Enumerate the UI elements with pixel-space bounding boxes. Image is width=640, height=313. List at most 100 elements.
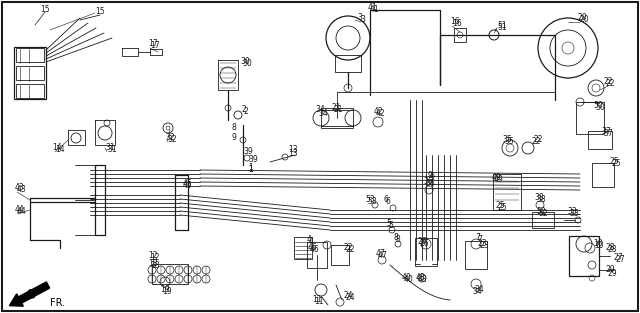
- Text: 50: 50: [595, 102, 605, 111]
- Text: 40: 40: [402, 274, 412, 283]
- Text: 3: 3: [357, 13, 362, 23]
- Bar: [592, 163, 614, 187]
- Text: 36: 36: [423, 177, 433, 187]
- Text: 41: 41: [368, 3, 378, 13]
- Text: 32: 32: [167, 136, 177, 145]
- Bar: [415, 238, 437, 266]
- Text: 51: 51: [497, 20, 507, 29]
- Bar: [321, 108, 353, 128]
- Text: 49: 49: [494, 175, 504, 183]
- Text: 40: 40: [404, 275, 413, 285]
- Text: 28: 28: [608, 245, 618, 254]
- Text: 9: 9: [429, 172, 434, 182]
- Text: 52: 52: [536, 208, 546, 217]
- Text: 7: 7: [477, 235, 482, 244]
- Text: 4: 4: [309, 238, 314, 247]
- Text: 44: 44: [17, 208, 27, 217]
- Text: 16: 16: [450, 18, 460, 27]
- Bar: [331, 245, 349, 265]
- Text: 7: 7: [475, 233, 480, 243]
- Text: 29: 29: [606, 265, 616, 275]
- Text: 43: 43: [15, 183, 25, 192]
- Text: 22: 22: [606, 80, 616, 89]
- Text: 31: 31: [105, 143, 115, 152]
- Text: 8: 8: [395, 235, 400, 244]
- Text: 11: 11: [312, 295, 321, 305]
- Text: 42: 42: [376, 110, 386, 119]
- Text: 25: 25: [497, 203, 507, 212]
- Text: 45: 45: [183, 181, 193, 189]
- Text: 41: 41: [370, 6, 380, 14]
- Text: 24: 24: [344, 290, 354, 300]
- Text: 1: 1: [248, 166, 253, 175]
- Text: 23: 23: [480, 242, 490, 250]
- Text: 21: 21: [334, 105, 344, 114]
- Text: 5: 5: [388, 222, 393, 230]
- Text: 27: 27: [614, 254, 623, 263]
- Text: 48: 48: [418, 275, 428, 285]
- Bar: [294, 237, 312, 259]
- Text: 2: 2: [242, 105, 247, 115]
- Text: 37: 37: [603, 130, 612, 138]
- Text: 25: 25: [612, 160, 621, 168]
- Text: 1: 1: [248, 163, 253, 172]
- Text: 14: 14: [52, 143, 61, 152]
- Text: 39: 39: [243, 147, 253, 156]
- Text: 19: 19: [160, 285, 170, 295]
- Text: 13: 13: [288, 148, 298, 157]
- Text: 24: 24: [346, 293, 356, 301]
- Text: 28: 28: [606, 244, 616, 253]
- Text: 4: 4: [307, 235, 312, 244]
- Text: 12: 12: [148, 252, 157, 260]
- Text: 18: 18: [148, 259, 157, 269]
- Text: 25: 25: [495, 201, 504, 209]
- Text: 22: 22: [343, 243, 353, 252]
- Text: 18: 18: [150, 261, 159, 270]
- Text: 8: 8: [393, 233, 397, 243]
- Text: 1: 1: [248, 166, 253, 175]
- Text: 45: 45: [183, 178, 193, 187]
- Text: 34: 34: [474, 285, 484, 295]
- FancyArrow shape: [10, 282, 50, 306]
- Text: 21: 21: [332, 102, 342, 111]
- Text: 3: 3: [360, 16, 365, 24]
- Text: 22: 22: [604, 78, 614, 86]
- Text: 31: 31: [107, 146, 116, 155]
- Text: 15: 15: [95, 7, 104, 16]
- Text: 53: 53: [365, 196, 375, 204]
- Text: 20: 20: [578, 13, 588, 23]
- Text: 6: 6: [386, 198, 391, 207]
- Text: 46: 46: [308, 244, 317, 253]
- Text: 34: 34: [315, 105, 324, 115]
- Text: 11: 11: [314, 297, 323, 306]
- Text: 30: 30: [240, 58, 250, 66]
- Text: 22: 22: [345, 244, 355, 254]
- Text: FR.: FR.: [50, 298, 65, 308]
- Text: 37: 37: [601, 127, 611, 136]
- Bar: [588, 131, 612, 149]
- Text: 17: 17: [148, 39, 157, 49]
- Text: 10: 10: [594, 242, 604, 250]
- Text: 48: 48: [416, 274, 426, 283]
- Text: 43: 43: [17, 186, 27, 194]
- Text: 19: 19: [162, 288, 172, 296]
- Text: 8: 8: [232, 124, 237, 132]
- Text: 22: 22: [533, 136, 543, 145]
- Text: 33: 33: [567, 208, 577, 217]
- Bar: [16, 66, 44, 80]
- Text: 29: 29: [608, 269, 618, 278]
- Text: 2: 2: [243, 107, 248, 116]
- Text: 46: 46: [310, 245, 320, 254]
- Text: 22: 22: [531, 137, 541, 146]
- Bar: [14, 47, 46, 99]
- Text: 9: 9: [428, 171, 433, 179]
- Text: 17: 17: [150, 42, 159, 50]
- Text: 27: 27: [616, 255, 626, 264]
- Text: 16: 16: [452, 19, 461, 28]
- Bar: [307, 242, 327, 268]
- Text: 34: 34: [472, 288, 482, 296]
- Text: 20: 20: [580, 16, 589, 24]
- Bar: [532, 212, 554, 228]
- Text: 15: 15: [40, 4, 50, 13]
- Text: 38: 38: [536, 196, 546, 204]
